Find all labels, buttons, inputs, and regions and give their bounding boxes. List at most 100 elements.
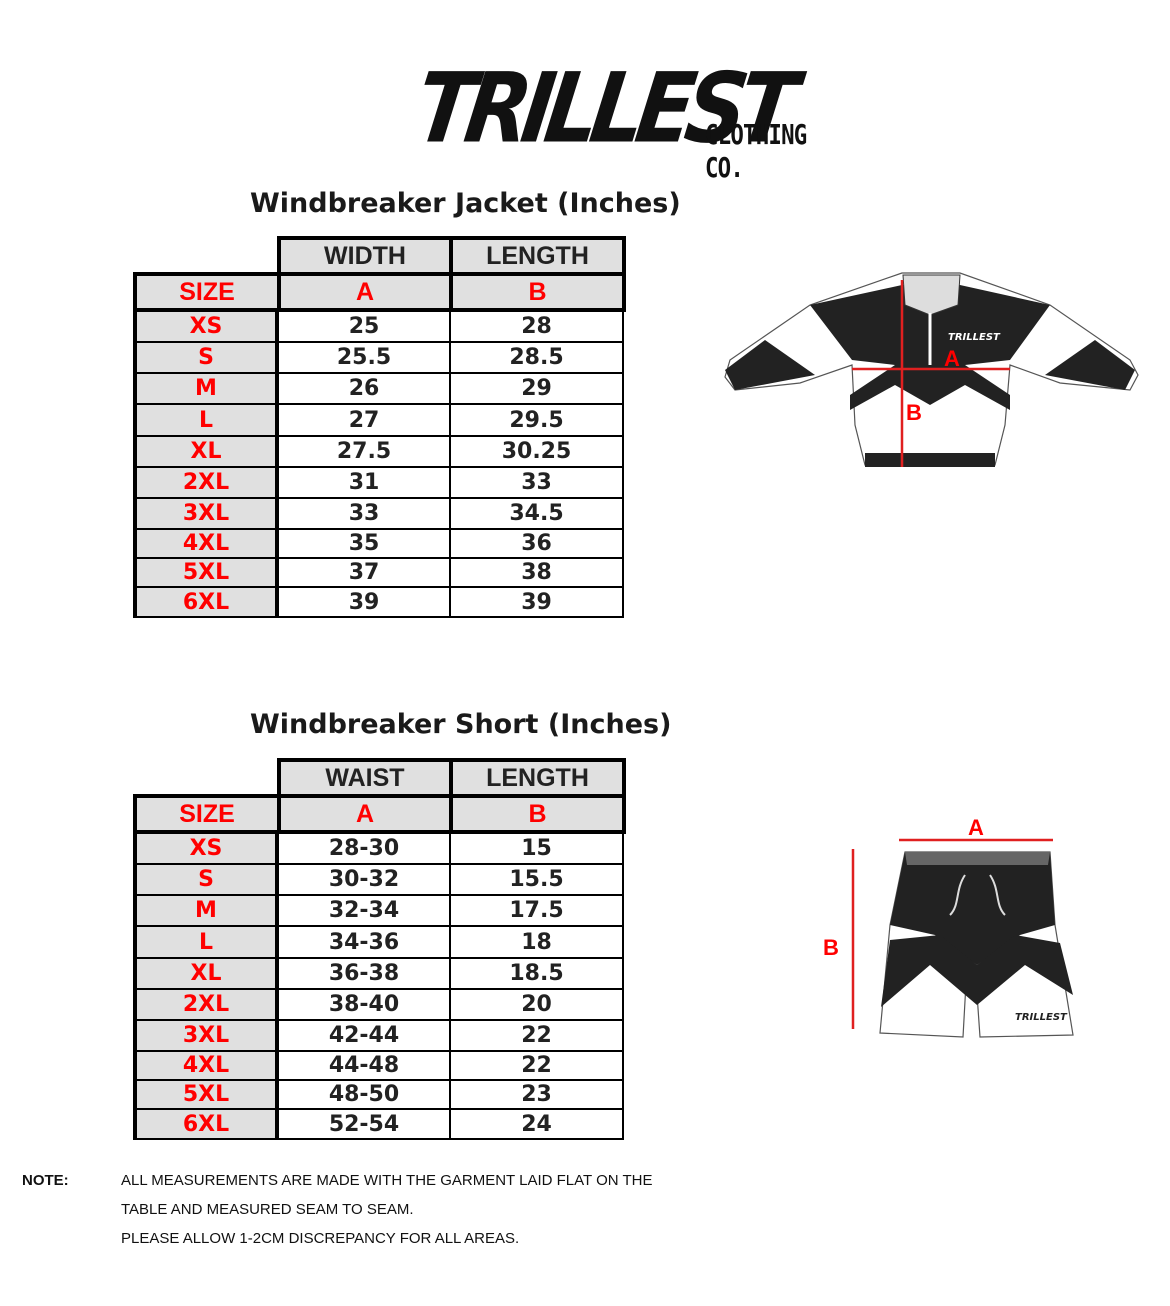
table-row: M 26 29 [133,374,624,405]
label-b: B [906,400,922,425]
a-cell: 33 [279,499,451,530]
table-row: 5XL 48-50 23 [133,1081,624,1110]
b-cell: 20 [451,990,624,1021]
a-cell: 36-38 [279,959,451,990]
size-cell: 4XL [133,1052,279,1081]
table-row: 4XL 44-48 22 [133,1052,624,1081]
b-cell: 24 [451,1110,624,1140]
a-cell: 42-44 [279,1021,451,1052]
a-cell: 52-54 [279,1110,451,1140]
a-cell: 27 [279,405,451,437]
size-cell: M [133,896,279,927]
size-cell: L [133,405,279,437]
table-row: XL 27.5 30.25 [133,437,624,468]
table-row: S 25.5 28.5 [133,343,624,374]
a-cell: 44-48 [279,1052,451,1081]
label-b: B [823,935,839,960]
note-label: NOTE: [22,1172,69,1189]
size-cell: L [133,927,279,959]
b-cell: 22 [451,1052,624,1081]
b-cell: 15 [451,834,624,865]
brand-logo: TRILLEST CLOTHING CO. [409,50,885,184]
size-cell: S [133,865,279,896]
size-cell: 2XL [133,990,279,1021]
table-row: 3XL 33 34.5 [133,499,624,530]
size-cell: XS [133,834,279,865]
b-cell: 22 [451,1021,624,1052]
short-leg-logo: TRILLEST [1015,1012,1068,1023]
right-sleeve-band [1045,340,1135,390]
table-row: S 30-32 15.5 [133,865,624,896]
header-length: LENGTH [449,236,626,276]
note-line: TABLE AND MEASURED SEAM TO SEAM. [121,1201,414,1218]
a-cell: 39 [279,588,451,618]
table-row: XL 36-38 18.5 [133,959,624,990]
subheader-size: SIZE [133,794,281,834]
table-row: 2XL 31 33 [133,468,624,499]
table-row: 6XL 52-54 24 [133,1110,624,1140]
jacket-chest-band [850,365,1010,410]
b-cell: 29 [451,374,624,405]
b-cell: 18.5 [451,959,624,990]
short-diagram: TRILLEST A B [823,815,1074,1038]
b-cell: 28.5 [451,343,624,374]
b-cell: 33 [451,468,624,499]
table-row: 5XL 37 38 [133,559,624,588]
a-cell: 35 [279,530,451,559]
b-cell: 17.5 [451,896,624,927]
table-row: 2XL 38-40 20 [133,990,624,1021]
size-cell: XS [133,312,279,343]
jacket-title: Windbreaker Jacket (Inches) [250,188,681,219]
subheader-size: SIZE [133,272,281,312]
a-cell: 34-36 [279,927,451,959]
size-cell: S [133,343,279,374]
b-cell: 28 [451,312,624,343]
table-row: M 32-34 17.5 [133,896,624,927]
a-cell: 28-30 [279,834,451,865]
subheader-a: A [277,794,453,834]
a-cell: 38-40 [279,990,451,1021]
b-cell: 38 [451,559,624,588]
subheader-a: A [277,272,453,312]
size-cell: XL [133,437,279,468]
header-waist: WAIST [277,758,453,798]
table-row: 6XL 39 39 [133,588,624,618]
b-cell: 29.5 [451,405,624,437]
a-cell: 32-34 [279,896,451,927]
left-sleeve-band [725,340,815,390]
table-row: XS 28-30 15 [133,834,624,865]
subheader-b: B [449,794,626,834]
jacket-diagram: TRILLEST A B [724,272,1139,467]
size-cell: 3XL [133,1021,279,1052]
b-cell: 15.5 [451,865,624,896]
b-cell: 36 [451,530,624,559]
size-cell: 5XL [133,1081,279,1110]
a-cell: 48-50 [279,1081,451,1110]
header-length: LENGTH [449,758,626,798]
b-cell: 34.5 [451,499,624,530]
jacket-chest-logo: TRILLEST [948,332,1001,343]
size-cell: 5XL [133,559,279,588]
b-cell: 18 [451,927,624,959]
b-cell: 23 [451,1081,624,1110]
size-cell: XL [133,959,279,990]
label-a: A [968,815,984,840]
size-cell: 3XL [133,499,279,530]
a-cell: 31 [279,468,451,499]
a-cell: 30-32 [279,865,451,896]
table-row: 3XL 42-44 22 [133,1021,624,1052]
subheader-b: B [449,272,626,312]
note-line: PLEASE ALLOW 1-2CM DISCREPANCY FOR ALL A… [121,1230,520,1247]
note-line: ALL MEASUREMENTS ARE MADE WITH THE GARME… [121,1172,653,1189]
size-cell: 6XL [133,1110,279,1140]
logo-subtitle: CLOTHING CO. [705,118,807,184]
jacket-collar [902,274,961,316]
table-row: 4XL 35 36 [133,530,624,559]
size-cell: 2XL [133,468,279,499]
b-cell: 39 [451,588,624,618]
label-a: A [944,346,960,371]
table-row: XS 25 28 [133,312,624,343]
size-cell: 6XL [133,588,279,618]
a-cell: 37 [279,559,451,588]
